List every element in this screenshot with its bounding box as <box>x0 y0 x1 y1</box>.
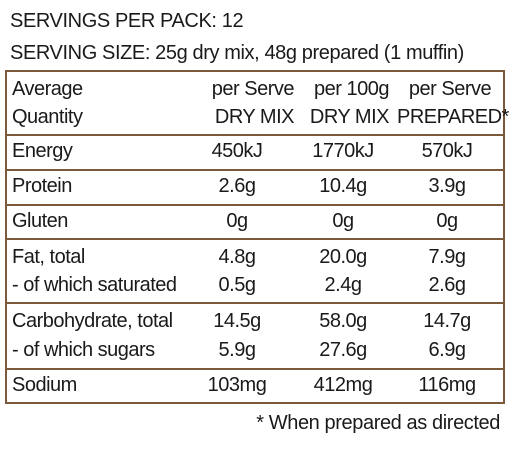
value-per-serve-prepared: 116mg <box>418 374 476 396</box>
value-per-serve-dry: 4.8g <box>218 246 256 268</box>
value-per-serve-prepared: 2.6g <box>428 274 466 296</box>
value-per-serve-dry: 2.6g <box>218 175 256 197</box>
value-per-serve-dry: 14.5g <box>213 310 261 332</box>
value-per-100g-dry: 20.0g <box>319 246 367 268</box>
value-per-100g-dry: 27.6g <box>319 339 367 361</box>
header-col2-line1: per 100g <box>314 78 389 100</box>
value-per-serve-prepared: 6.9g <box>428 339 466 361</box>
value-per-100g-dry: 1770kJ <box>312 140 374 162</box>
value-per-100g-dry: 0g <box>332 210 354 232</box>
row-label: Gluten <box>12 210 68 232</box>
nutrition-table: Average Quantity per Serve DRY MIX per 1… <box>5 70 509 404</box>
header-col2-line2: DRY MIX <box>309 106 390 128</box>
table-header-row: Average Quantity per Serve DRY MIX per 1… <box>7 72 509 136</box>
value-per-serve-prepared: 14.7g <box>423 310 471 332</box>
value-per-serve-prepared: 570kJ <box>421 140 473 162</box>
row-label: Sodium <box>12 374 77 396</box>
value-per-serve-prepared: 7.9g <box>428 246 466 268</box>
row-label: Carbohydrate, total <box>12 310 173 332</box>
header-col3-line2: PREPARED* <box>397 106 509 128</box>
value-per-serve-prepared: 3.9g <box>428 175 466 197</box>
row-label: - of which sugars <box>12 339 155 361</box>
header-label-line1: Average <box>12 78 83 100</box>
row-label: - of which saturated <box>12 274 177 296</box>
table-row: Energy 450kJ 1770kJ 570kJ <box>7 136 503 171</box>
value-per-serve-dry: 0g <box>226 210 248 232</box>
servings-per-pack: SERVINGS PER PACK: 12 <box>10 10 244 32</box>
value-per-serve-dry: 0.5g <box>218 274 256 296</box>
prepared-footnote: * When prepared as directed <box>256 412 500 434</box>
value-per-serve-dry: 450kJ <box>211 140 263 162</box>
value-per-100g-dry: 58.0g <box>319 310 367 332</box>
header-label-line2: Quantity <box>12 106 83 128</box>
value-per-100g-dry: 412mg <box>313 374 373 396</box>
value-per-serve-dry: 103mg <box>207 374 267 396</box>
value-per-100g-dry: 10.4g <box>319 175 367 197</box>
header-col3-line1: per Serve <box>408 78 492 100</box>
serving-size: SERVING SIZE: 25g dry mix, 48g prepared … <box>10 42 464 64</box>
table-row: Sodium 103mg 412mg 116mg <box>7 370 503 404</box>
table-row: Gluten 0g 0g 0g <box>7 206 503 240</box>
header-col1-line1: per Serve <box>211 78 295 100</box>
row-label: Energy <box>12 140 73 162</box>
table-row: Protein 2.6g 10.4g 3.9g <box>7 171 503 206</box>
value-per-100g-dry: 2.4g <box>324 274 362 296</box>
table-row-group-fat: Fat, total 4.8g 20.0g 7.9g - of which sa… <box>7 240 503 304</box>
row-label: Protein <box>12 175 72 197</box>
table-row-group-carbohydrate: Carbohydrate, total 14.5g 58.0g 14.7g - … <box>7 304 503 370</box>
header-col1-line2: DRY MIX <box>214 106 295 128</box>
row-label: Fat, total <box>12 246 85 268</box>
value-per-serve-dry: 5.9g <box>218 339 256 361</box>
value-per-serve-prepared: 0g <box>436 210 458 232</box>
